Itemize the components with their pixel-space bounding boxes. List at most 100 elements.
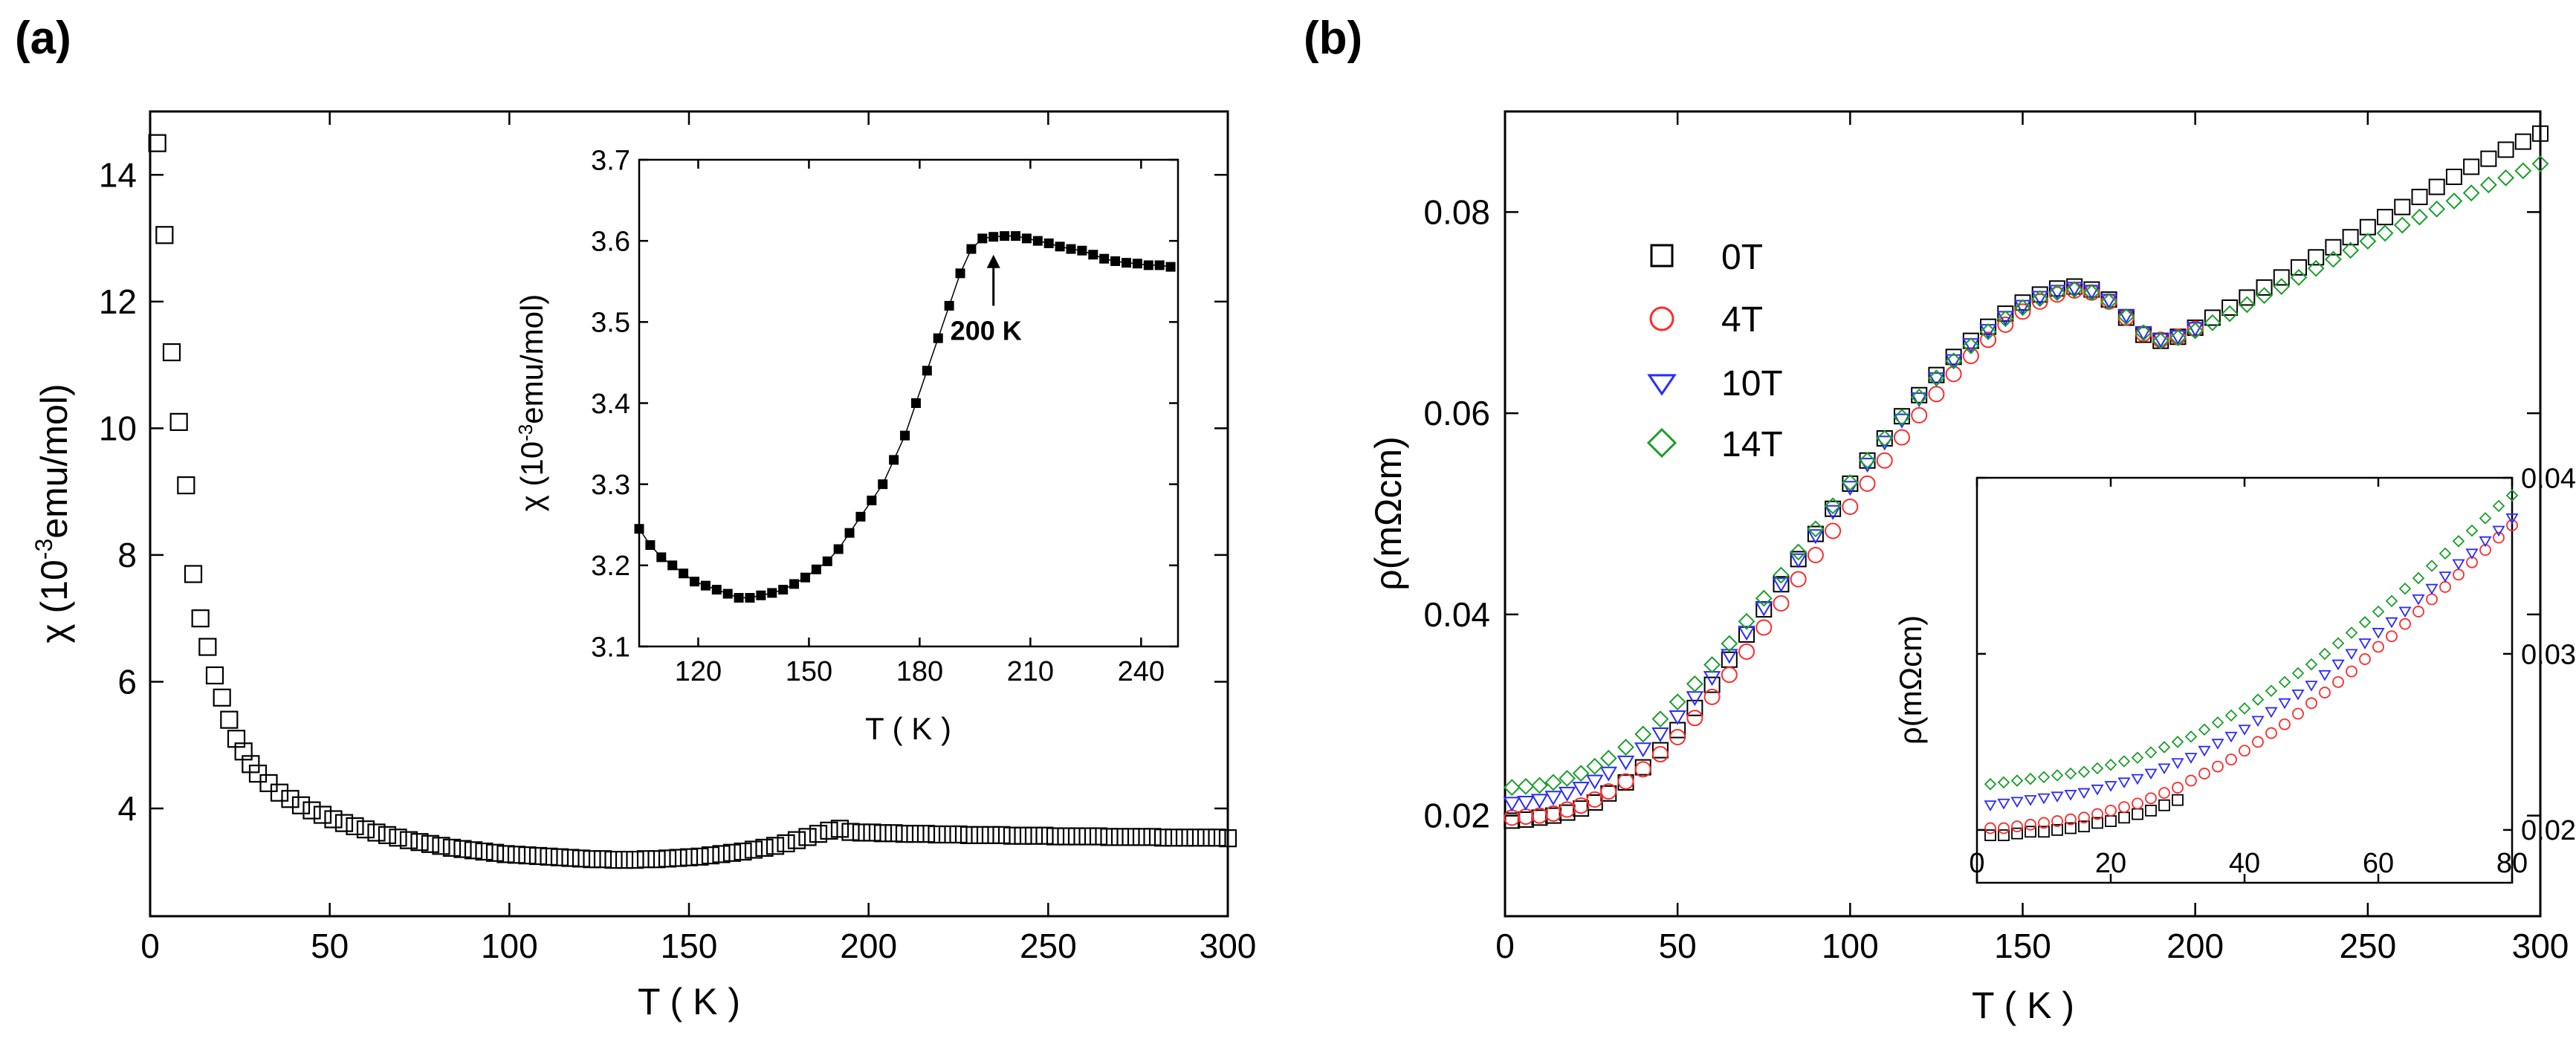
panel-b-point-4T-30 [1997,316,2014,333]
panel-b-point-14T-36 [2100,293,2117,311]
panel-b-point-10T-19 [1807,529,1825,545]
panel-b-point-14T-15 [1738,612,1755,630]
panel-a-point-0-103 [1208,829,1226,847]
panel-a-point-0-10 [220,710,239,729]
panel-a-point-0-68 [830,820,850,838]
panel-b-point-0T-30 [1997,305,2014,322]
panel-b-point-0T-44 [2239,289,2256,306]
panel-b-inset-point-4T-16 [2198,768,2210,779]
panel-a-point-0-94 [1110,828,1130,846]
panel-a-inset-ytick-label-4: 3.5 [591,308,630,339]
panel-b-point-14T-20 [1824,497,1842,515]
panel-b-point-0T-60 [2514,133,2531,150]
panel-b-point-4T-11 [1669,729,1686,746]
panel-b-point-14T-59 [2497,169,2514,187]
panel-a-inset-ticks: 120 150 180 210 240 3.1 3.2 3.3 3.4 3.5 3.6 3.7 [591,145,1178,687]
panel-a-point-0-29 [410,833,429,852]
panel-b-inset-point-10T-6 [2064,790,2077,801]
panel-a-point-0-76 [916,825,936,843]
panel-b-point-4T-14 [1721,667,1738,684]
panel-b-inset-point-14T-25 [2318,647,2331,661]
panel-b-inset-point-0T-13 [2158,799,2170,811]
panel-b-inset-point-4T-6 [2065,813,2077,826]
panel-b-point-14T-47 [2290,268,2308,286]
panel-a-inset-xtick-label-3: 210 [1007,656,1054,687]
panel-a-point-0-13 [242,755,260,774]
panel-a-inset-xtick-label-0: 120 [675,656,722,687]
panel-b-point-10T-12 [1686,691,1704,707]
panel-b-point-0T-47 [2290,259,2307,276]
panel-b-inset-ticks: 0 20 40 60 800.02 0.03 0.04 [1969,463,2576,883]
panel-a-inset-series [634,231,1176,603]
panel-b-point-0T-6 [1586,794,1603,811]
panel-b-point-14T-17 [1773,566,1790,584]
panel-a-point-0-14 [248,765,268,783]
panel-a-point-0-98 [1153,829,1173,847]
panel-b-point-14T-11 [1669,693,1686,711]
panel-b-ytick-label-0: 0.02 [1423,797,1490,835]
panel-a-label: (a) [15,13,71,64]
panel-b-point-14T-50 [2342,241,2360,259]
panel-b-inset-point-4T-2 [2011,820,2023,833]
panel-b-inset-point-4T-28 [2359,653,2371,665]
panel-b-inset-point-10T-27 [2345,649,2358,661]
panel-a-ylabel-suffix: emu/mol) [33,383,75,538]
panel-b-inset-point-0T-7 [2078,820,2090,833]
panel-b-inset-point-10T-35 [2452,559,2465,571]
panel-a-point-0-4 [177,476,195,495]
panel-a-inset-frame [638,158,1179,648]
panel-a-xtick-label-5: 250 [1020,927,1077,965]
panel-a-inset-point-35 [1021,233,1032,244]
panel-b-point-0T-59 [2497,141,2514,158]
panel-a-point-0-37 [496,845,515,863]
panel-b-inset-point-14T-36 [2465,524,2479,537]
panel-b-point-4T-7 [1600,783,1617,800]
panel-a-inset-point-11 [756,590,766,600]
panel-a-inset-point-7 [711,585,722,595]
panel-b-point-0T-49 [2325,239,2342,256]
panel-b-point-14T-31 [2014,299,2031,317]
panel-b-point-10T-22 [1858,458,1877,473]
panel-b-point-4T-33 [2048,286,2065,303]
panel-b-point-0T-22 [1859,452,1876,469]
panel-b-inset-point-10T-16 [2198,745,2211,757]
panel-b-inset-point-14T-2 [2010,774,2024,787]
panel-b-inset-point-14T-37 [2479,512,2492,525]
panel-b-point-0T-32 [2031,286,2048,303]
panel-b-inset-point-14T-38 [2492,499,2505,513]
panel-b-inset-ytick-label-1: 0.03 [2521,639,2576,670]
panel-a-inset-ytick-label-0: 3.1 [591,632,630,663]
panel-a-inset-point-8 [722,589,733,599]
panel-a-point-0-78 [938,825,957,844]
panel-b-point-0T-46 [2273,269,2290,286]
panel-a-inset-point-20 [855,511,866,522]
panel-a-point-0-24 [356,820,375,839]
panel-a-inset-ylabel-prefix: χ (10 [514,441,549,511]
panel-b-point-0T-58 [2480,150,2497,167]
panel-a-point-0-34 [464,841,483,860]
panel-b-point-14T-1 [1517,777,1535,795]
panel-b-point-14T-26 [1928,369,1945,387]
panel-b-point-14T-51 [2359,233,2377,250]
panel-b-inset-xtick-label-0: 0 [1969,848,1984,879]
panel-a-point-0-60 [744,840,763,859]
panel-b-inset-point-10T-39 [2505,513,2519,525]
panel-b-inset-point-10T-10 [2117,777,2131,789]
panel-a-point-0-92 [1089,827,1108,846]
panel-b-point-10T-6 [1585,774,1604,790]
panel-a-point-0-8 [205,666,224,685]
panel-a-point-0-86 [1024,826,1043,845]
panel-b-inset-point-14T-26 [2331,637,2345,650]
panel-b-point-14T-55 [2428,200,2446,218]
panel-a-point-0-42 [550,848,569,866]
panel-b-point-14T-0 [1503,779,1521,797]
panel-a-point-0-100 [1175,829,1194,847]
panel-a-inset-ytick-label-6: 3.7 [591,145,630,176]
panel-a-inset-point-26 [922,366,932,376]
panel-a-point-0-85 [1014,826,1032,845]
panel-a-ytick-label-5: 14 [99,155,137,194]
panel-b-series [1503,125,2549,829]
panel-a-point-0-70 [852,823,871,842]
panel-b-point-14T-38 [2135,324,2152,342]
panel-a-inset-point-40 [1077,245,1087,256]
